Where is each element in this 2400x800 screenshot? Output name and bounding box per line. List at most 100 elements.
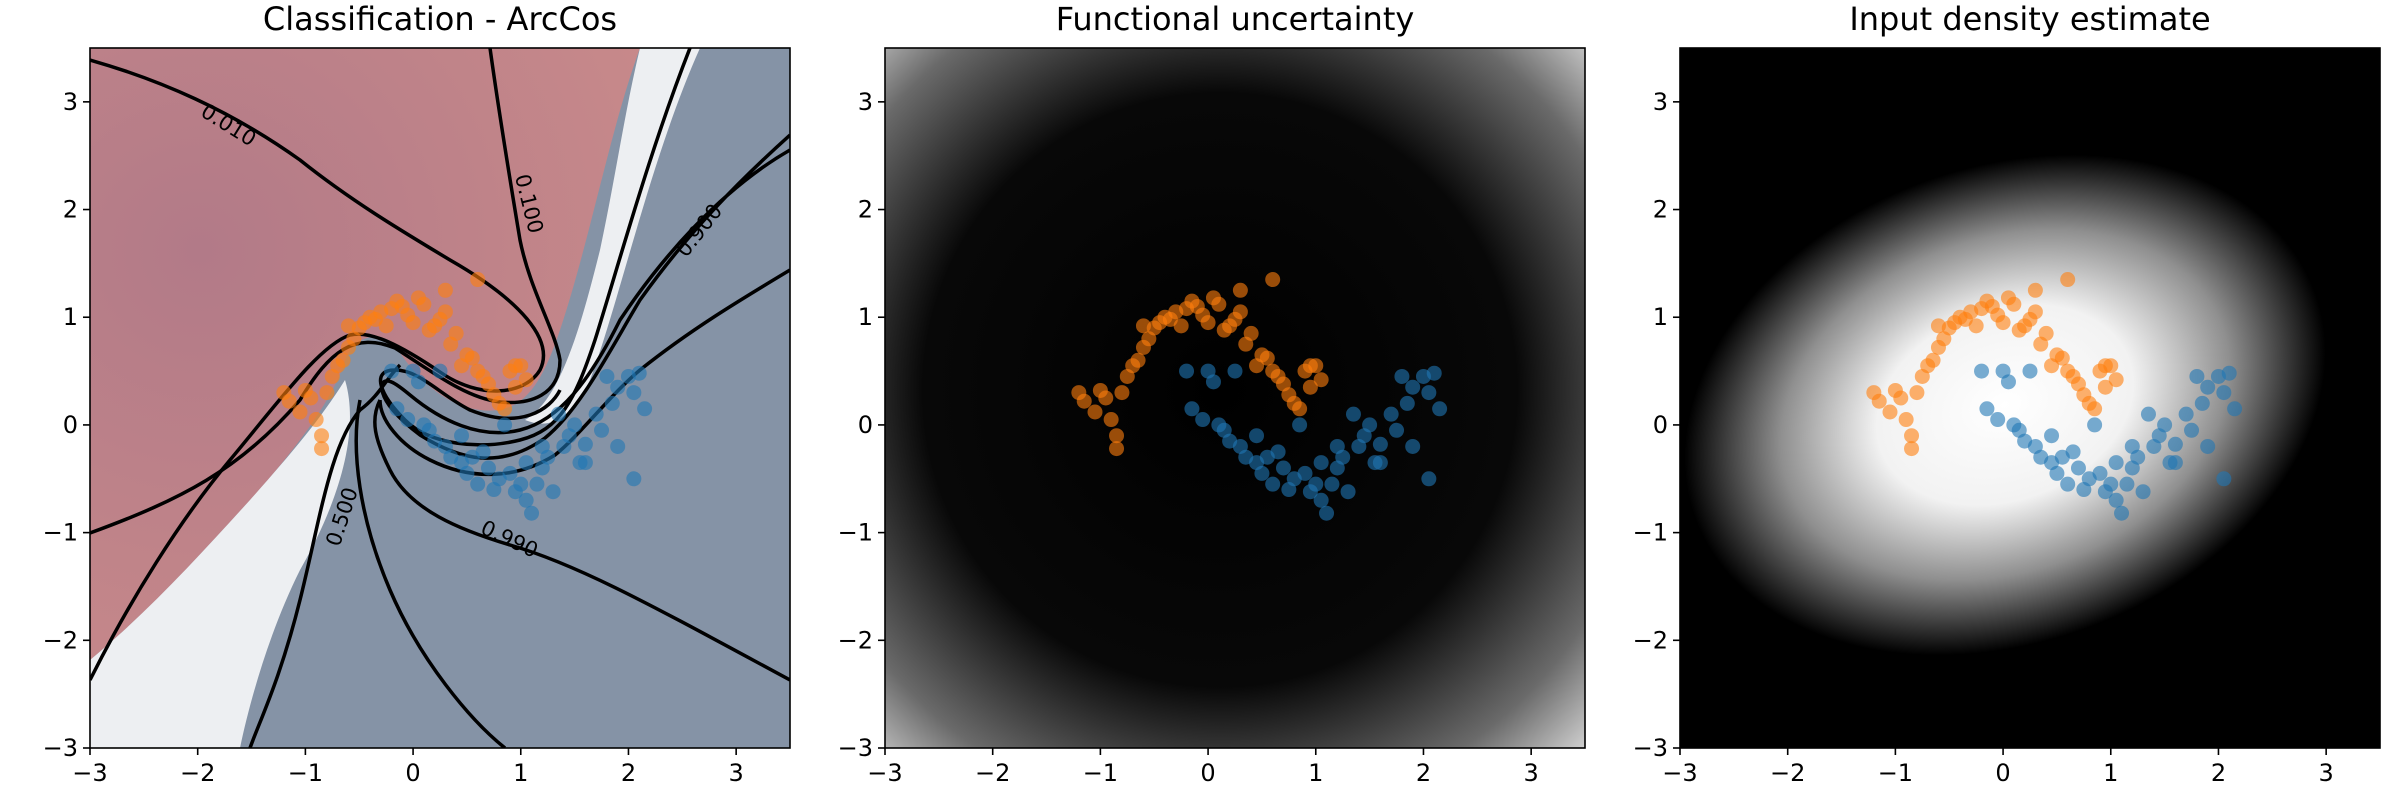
orange-point [464,350,480,366]
y-tick-label: −2 [1633,626,1668,654]
orange-point [1893,390,1909,406]
orange-point [1173,318,1189,334]
orange-point [314,428,330,444]
blue-point [1362,417,1378,433]
blue-point [2194,395,2210,411]
blue-point [2227,401,2243,417]
y-tick-label: 3 [858,88,873,116]
orange-point [1302,358,1318,374]
transition-band-lower [90,380,350,748]
orange-point [1232,282,1248,298]
blue-point [626,385,642,401]
y-tick-label: 0 [63,411,78,439]
orange-point [1904,441,1920,457]
blue-point [1313,455,1329,471]
blue-point [1179,363,1195,379]
panel-classification: 0.010 0.100 0.500 0.900 0.990 Classifica… [43,0,791,787]
orange-point [2060,272,2076,288]
blue-point [2103,476,2119,492]
blue-point [1372,436,1388,452]
blue-point [1297,465,1313,481]
y-tick-label: 1 [1653,303,1668,331]
blue-point [567,417,583,433]
blue-point [2124,438,2140,454]
blue-point [1394,368,1410,384]
blue-point [1184,401,1200,417]
blue-point [2070,460,2086,476]
uncertainty-background [885,48,1585,748]
blue-point [1399,395,1415,411]
blue-point [2108,492,2124,508]
orange-point [2006,296,2022,312]
orange-point [1109,441,1125,457]
blue-point [2200,379,2216,395]
y-tick-label: 3 [1653,88,1668,116]
blue-point [1329,438,1345,454]
y-tick-label: 0 [1653,411,1668,439]
blue-point [1421,471,1437,487]
blue-point [545,484,561,500]
orange-point [1211,296,1227,312]
blue-point [1405,438,1421,454]
x-tick-label: −1 [288,759,323,787]
blue-point [2000,374,2016,390]
blue-point [1405,379,1421,395]
blue-point [534,438,550,454]
blue-point [2065,444,2081,460]
orange-point [1076,393,1092,409]
blue-point [2178,406,2194,422]
orange-point [405,315,421,331]
orange-point [1114,385,1130,401]
orange-point [292,404,308,420]
orange-point [303,390,319,406]
orange-point [470,272,486,288]
blue-point [2157,417,2173,433]
x-tick-label: −1 [1878,759,1913,787]
blue-point [1979,401,1995,417]
blue-point [2167,436,2183,452]
blue-point [2140,406,2156,422]
blue-point [459,465,475,481]
probability-background: 0.010 0.100 0.500 0.900 0.990 [90,48,790,748]
blue-point [1308,476,1324,492]
blue-point [475,444,491,460]
orange-point [437,304,453,320]
blue-point [2114,505,2130,521]
data-points [1866,272,2243,521]
x-tick-label: 3 [2319,759,2334,787]
orange-point [308,412,324,428]
orange-point [2054,350,2070,366]
x-tick-label: 1 [1308,759,1323,787]
y-tick-label: 1 [63,303,78,331]
blue-point [1319,505,1335,521]
y-tick-label: −3 [43,734,78,762]
blue-point [518,492,534,508]
orange-point [497,401,513,417]
blue-point [626,471,642,487]
orange-point [1909,385,1925,401]
orange-point [437,282,453,298]
blue-point [1990,412,2006,428]
blue-point [518,455,534,471]
blue-point [1426,365,1442,381]
blue-point [2184,422,2200,438]
orange-point [1871,393,1887,409]
blue-point [2200,438,2216,454]
orange-point [1995,315,2011,331]
x-tick-label: 1 [513,759,528,787]
blue-point [529,476,545,492]
blue-point [2221,365,2237,381]
orange-point [448,325,464,341]
y-tick-label: −2 [43,626,78,654]
blue-point [2108,455,2124,471]
blue-point [588,406,604,422]
orange-point [1087,404,1103,420]
blue-point [1249,428,1265,444]
panel-title: Functional uncertainty [1056,0,1415,38]
orange-point [1232,304,1248,320]
orange-point [2108,372,2124,388]
blue-point [631,365,647,381]
orange-point [2027,304,2043,320]
blue-point [1313,492,1329,508]
x-tick-label: 0 [405,759,420,787]
